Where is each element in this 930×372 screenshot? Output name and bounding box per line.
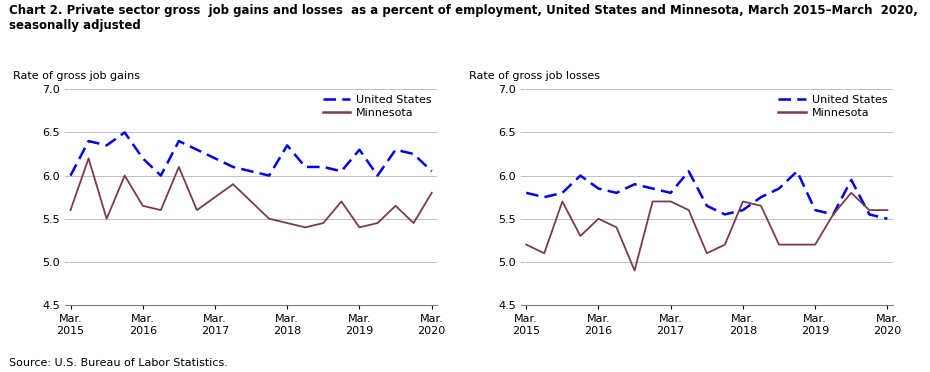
Minnesota xyxy=(845,190,857,195)
Line: Minnesota: Minnesota xyxy=(71,158,432,227)
Minnesota xyxy=(592,217,604,221)
United States xyxy=(192,147,203,152)
Minnesota xyxy=(665,199,676,204)
Minnesota xyxy=(299,225,311,230)
United States xyxy=(173,139,184,143)
United States xyxy=(791,169,803,173)
Minnesota xyxy=(192,208,203,212)
Minnesota xyxy=(684,208,695,212)
Minnesota xyxy=(538,251,550,256)
United States xyxy=(390,147,401,152)
Line: United States: United States xyxy=(71,132,432,176)
Minnesota xyxy=(209,195,220,199)
United States xyxy=(408,152,419,156)
Text: Chart 2. Private sector gross  job gains and losses  as a percent of employment,: Chart 2. Private sector gross job gains … xyxy=(9,4,918,32)
United States xyxy=(882,217,893,221)
United States xyxy=(629,182,640,186)
United States xyxy=(611,190,622,195)
United States xyxy=(774,186,785,191)
Minnesota xyxy=(828,212,839,217)
United States xyxy=(282,143,293,148)
Minnesota xyxy=(155,208,166,212)
Minnesota xyxy=(246,199,257,204)
United States xyxy=(299,165,311,169)
Minnesota xyxy=(755,203,766,208)
Minnesota xyxy=(647,199,658,204)
United States xyxy=(65,173,76,178)
Legend: United States, Minnesota: United States, Minnesota xyxy=(323,95,432,118)
Minnesota xyxy=(575,234,586,238)
Text: Rate of gross job gains: Rate of gross job gains xyxy=(13,71,140,81)
United States xyxy=(318,165,329,169)
Minnesota xyxy=(701,251,712,256)
United States xyxy=(155,173,166,178)
Minnesota xyxy=(318,221,329,225)
Minnesota xyxy=(137,203,148,208)
United States xyxy=(137,156,148,161)
Minnesota xyxy=(791,243,803,247)
United States xyxy=(521,190,532,195)
Minnesota xyxy=(83,156,94,161)
Minnesota xyxy=(611,225,622,230)
Line: Minnesota: Minnesota xyxy=(526,193,887,270)
Minnesota xyxy=(426,190,437,195)
Minnesota xyxy=(336,199,347,204)
United States xyxy=(828,212,839,217)
United States xyxy=(557,190,568,195)
Minnesota xyxy=(372,221,383,225)
United States xyxy=(83,139,94,143)
United States xyxy=(246,169,257,173)
Minnesota xyxy=(65,208,76,212)
Minnesota xyxy=(390,203,401,208)
United States xyxy=(665,190,676,195)
Minnesota xyxy=(408,221,419,225)
United States xyxy=(119,130,130,135)
United States xyxy=(864,212,875,217)
United States xyxy=(737,208,749,212)
United States xyxy=(701,203,712,208)
United States xyxy=(575,173,586,178)
United States xyxy=(719,212,730,217)
Minnesota xyxy=(629,268,640,273)
Legend: United States, Minnesota: United States, Minnesota xyxy=(778,95,887,118)
United States xyxy=(372,173,383,178)
United States xyxy=(538,195,550,199)
Minnesota xyxy=(557,199,568,204)
Minnesota xyxy=(263,217,274,221)
United States xyxy=(845,178,857,182)
Minnesota xyxy=(354,225,365,230)
Text: Rate of gross job losses: Rate of gross job losses xyxy=(469,71,600,81)
United States xyxy=(209,156,220,161)
Minnesota xyxy=(810,243,821,247)
United States xyxy=(647,186,658,191)
Minnesota xyxy=(864,208,875,212)
Minnesota xyxy=(521,243,532,247)
Minnesota xyxy=(882,208,893,212)
Minnesota xyxy=(719,243,730,247)
United States xyxy=(426,169,437,173)
United States xyxy=(228,165,239,169)
United States xyxy=(354,147,365,152)
Minnesota xyxy=(173,165,184,169)
Minnesota xyxy=(228,182,239,186)
United States xyxy=(101,143,113,148)
Minnesota xyxy=(119,173,130,178)
Line: United States: United States xyxy=(526,171,887,219)
Text: Source: U.S. Bureau of Labor Statistics.: Source: U.S. Bureau of Labor Statistics. xyxy=(9,358,228,368)
Minnesota xyxy=(282,221,293,225)
United States xyxy=(684,169,695,173)
United States xyxy=(810,208,821,212)
Minnesota xyxy=(737,199,749,204)
United States xyxy=(263,173,274,178)
Minnesota xyxy=(101,217,113,221)
United States xyxy=(592,186,604,191)
Minnesota xyxy=(774,243,785,247)
United States xyxy=(336,169,347,173)
United States xyxy=(755,195,766,199)
